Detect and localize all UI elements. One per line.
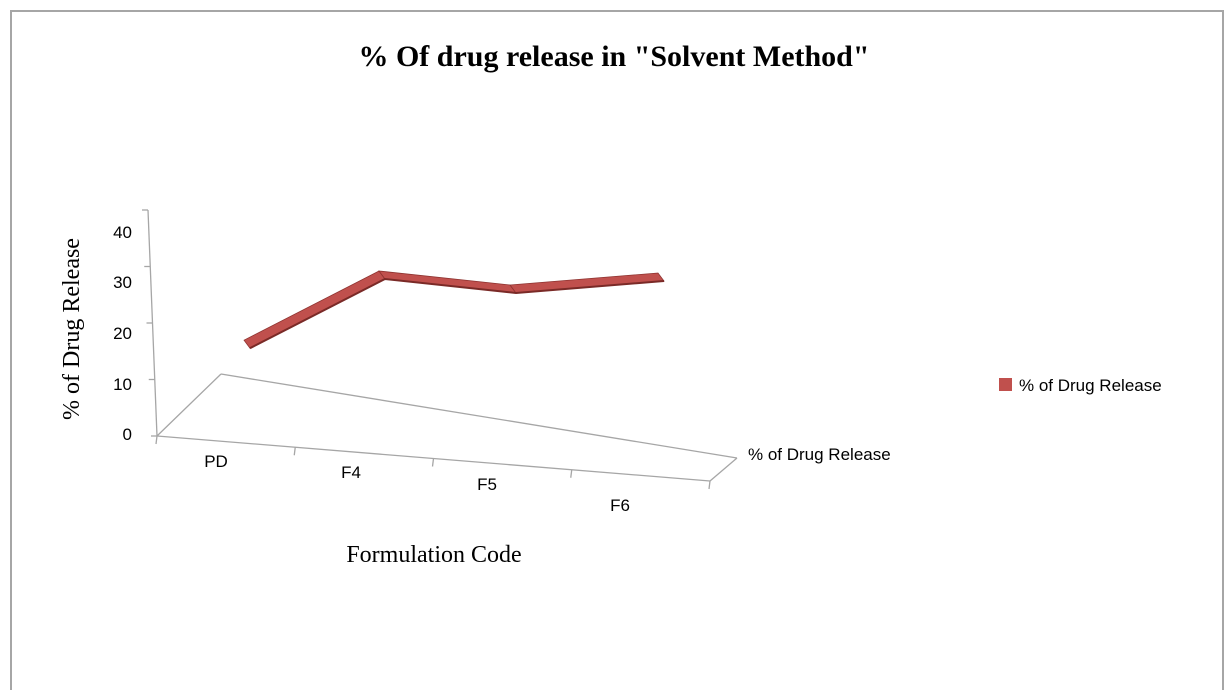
y-tick-label: 10	[113, 375, 132, 394]
x-tick-label: PD	[204, 452, 228, 471]
x-tick-marks	[155, 435, 711, 490]
x-tick-label: F5	[477, 475, 497, 494]
y-tick-label: 20	[113, 324, 132, 343]
x-tick-mark	[708, 480, 711, 490]
y-axis-title: % of Drug Release	[59, 238, 85, 420]
series-ribbon-segment	[243, 270, 386, 349]
y-tick-label: 40	[113, 223, 132, 242]
series-line	[249, 277, 665, 350]
legend-label: % of Drug Release	[1019, 376, 1162, 395]
chart-title: % Of drug release in "Solvent Method"	[358, 40, 869, 73]
x-tick-mark	[293, 447, 296, 456]
legend: % of Drug Release	[999, 376, 1162, 395]
x-tick-label: F4	[341, 463, 361, 482]
floor-left-edge	[156, 373, 222, 437]
legend-swatch	[999, 378, 1012, 391]
x-tick-mark	[570, 469, 573, 478]
chart-frame	[10, 10, 1224, 690]
depth-axis-label: % of Drug Release	[748, 445, 891, 464]
y-tick-label: 0	[123, 425, 132, 444]
x-tick-mark	[431, 458, 435, 467]
chart-axes	[147, 209, 738, 482]
x-tick-label: F6	[610, 496, 630, 515]
y-tick-label: 30	[113, 273, 132, 292]
series-ribbon-segment	[378, 270, 517, 294]
floor-back-edge	[220, 373, 738, 459]
series-layer	[243, 270, 665, 350]
y-tick-marks	[142, 209, 157, 437]
floor-right-edge	[709, 457, 738, 482]
x-tick-mark	[155, 435, 158, 445]
x-axis-title: Formulation Code	[346, 542, 521, 568]
